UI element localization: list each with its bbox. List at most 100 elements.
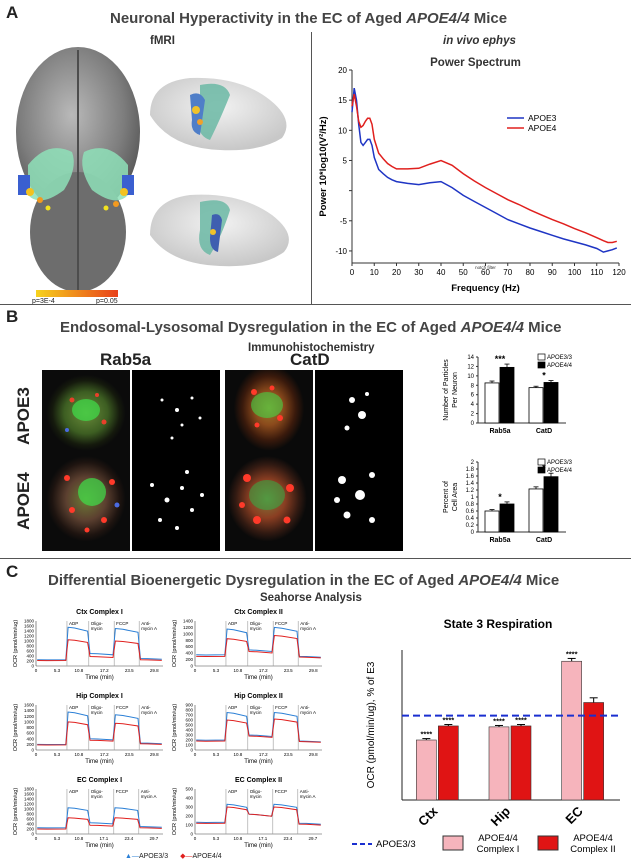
y-tick-label: 2 bbox=[471, 412, 475, 418]
y-tick-label: 800 bbox=[26, 644, 34, 649]
significance-marker: * bbox=[498, 492, 502, 502]
y-tick-label: 1000 bbox=[24, 807, 35, 812]
legend-swatch bbox=[537, 458, 546, 466]
y-tick-label: 10 bbox=[467, 374, 474, 380]
legend-label-apoe3: APOE3 bbox=[528, 113, 557, 123]
y-tick-label: 0.4 bbox=[466, 516, 475, 522]
y-tick-label: 15 bbox=[338, 96, 347, 105]
seahorse-title: Hip Complex II bbox=[234, 693, 283, 700]
x-tick-label: 0 bbox=[35, 752, 38, 757]
trace-apoe44 bbox=[196, 806, 321, 826]
y-axis-label: OCR (pmol/min/ug) bbox=[13, 620, 19, 668]
injection-label: FCCP bbox=[116, 621, 128, 626]
significance-marker: **** bbox=[442, 716, 454, 725]
bar-catd-apoe44 bbox=[543, 476, 559, 533]
panel-c-title: Differential Bioenergetic Dysregulation … bbox=[48, 572, 560, 589]
y-tick-label: 1.6 bbox=[466, 474, 475, 480]
injection-label: ADP bbox=[228, 621, 237, 626]
y-tick-label: 800 bbox=[185, 638, 193, 643]
x-tick-label: 0 bbox=[35, 836, 38, 841]
y-tick-label: 400 bbox=[185, 651, 193, 656]
y-tick-label: 1400 bbox=[183, 619, 194, 624]
x-axis-label: Time (min) bbox=[85, 843, 113, 849]
bar-rab5a-apoe33 bbox=[484, 510, 500, 533]
bar-rab5a-apoe44 bbox=[499, 503, 515, 533]
legend-label: APOE4/4 bbox=[547, 468, 573, 474]
legend-apoe33: ▲—APOE3/3 bbox=[125, 852, 169, 860]
y-tick-label: 400 bbox=[26, 736, 34, 741]
x-tick-label: 40 bbox=[437, 268, 446, 277]
bar-ctx-complex-ii bbox=[438, 725, 459, 801]
ephys-title: in vivo ephys bbox=[443, 35, 516, 47]
x-tick-label: EC bbox=[562, 803, 586, 827]
y-tick-label: 400 bbox=[26, 822, 34, 827]
x-tick-label: 23.5 bbox=[284, 752, 293, 757]
trace-apoe44 bbox=[196, 718, 321, 743]
y-tick-label: 800 bbox=[26, 812, 34, 817]
trace-apoe44 bbox=[196, 634, 321, 659]
y-tick-label: 0 bbox=[471, 421, 475, 427]
x-tick-label: 80 bbox=[526, 268, 535, 277]
trace-apoe33 bbox=[196, 626, 321, 658]
y-tick-label: 1200 bbox=[24, 802, 35, 807]
y-tick-label: 900 bbox=[185, 703, 193, 708]
bar-catd-apoe44 bbox=[543, 382, 559, 424]
apoe4-row-label: APOE4 bbox=[14, 472, 33, 530]
y-axis-label: Power 10*log10(V²/Hz) bbox=[318, 116, 329, 216]
trace-apoe33 bbox=[196, 803, 321, 825]
injection-label: Oligo-mycin bbox=[91, 621, 104, 631]
legend-label: APOE3/3 bbox=[547, 355, 573, 361]
power-spectrum-title: Power Spectrum bbox=[430, 57, 521, 69]
injection-label: Oligo-mycin bbox=[250, 705, 263, 715]
x-tick-label: 10.8 bbox=[233, 752, 242, 757]
legend-label: APOE4/4 bbox=[547, 363, 573, 369]
y-tick-label: 1000 bbox=[24, 719, 35, 724]
legend-swatch bbox=[537, 353, 546, 361]
significance-marker: **** bbox=[515, 716, 527, 725]
fmri-brain-illustration bbox=[16, 47, 289, 292]
x-tick-label: 120 bbox=[612, 268, 626, 277]
y-tick-label: 1400 bbox=[24, 708, 35, 713]
x-tick-label: 60 bbox=[481, 268, 490, 277]
x-axis-label: Time (min) bbox=[85, 759, 113, 765]
legend-swatch bbox=[537, 361, 546, 369]
injection-label: Anti-mycin A bbox=[300, 789, 316, 799]
x-tick-label: 23.5 bbox=[125, 752, 134, 757]
bar-ec-complex-i bbox=[561, 660, 582, 801]
x-tick-label: Rab5a bbox=[489, 428, 510, 435]
y-tick-label: 0 bbox=[31, 748, 34, 753]
x-tick-label: 29.7 bbox=[149, 836, 158, 841]
x-tick-label: 29.8 bbox=[150, 752, 159, 757]
seahorse-title: EC Complex I bbox=[77, 777, 122, 784]
catd-column-label: CatD bbox=[290, 350, 330, 369]
series-line-apoe3 bbox=[351, 87, 618, 253]
x-tick-label: 23.5 bbox=[125, 668, 134, 673]
legend-label-complex-i: APOE4/4 Complex I bbox=[477, 833, 520, 855]
seahorse-title: Hip Complex I bbox=[76, 693, 123, 700]
x-axis-label: Time (min) bbox=[244, 843, 272, 849]
x-tick-label: 30 bbox=[414, 268, 423, 277]
x-tick-label: 23.4 bbox=[124, 836, 133, 841]
fmri-title: fMRI bbox=[150, 35, 175, 47]
injection-label: FCCP bbox=[116, 789, 128, 794]
significance-marker: **** bbox=[566, 649, 578, 658]
colorbar-high-label: p=0.05 bbox=[96, 298, 118, 305]
y-tick-label: 200 bbox=[26, 659, 34, 664]
seahorse-legend: ▲—APOE3/3 ◆—APOE4/4 bbox=[125, 852, 222, 861]
y-axis-label: OCR (pmol/min/ug) bbox=[172, 620, 178, 668]
y-tick-label: 1600 bbox=[24, 792, 35, 797]
panel-b-title: Endosomal-Lysosomal Dysregulation in the… bbox=[60, 319, 562, 336]
lateral-brain-view-bottom bbox=[150, 194, 289, 267]
panel-a-b-separator bbox=[0, 304, 631, 305]
x-tick-label: 0 bbox=[194, 668, 197, 673]
y-tick-label: 1600 bbox=[24, 703, 35, 708]
y-tick-label: 1800 bbox=[24, 787, 35, 792]
y-tick-label: 600 bbox=[26, 731, 34, 736]
trace-apoe44 bbox=[37, 817, 162, 830]
bar-hip-complex-ii bbox=[510, 725, 532, 801]
y-tick-label: 0.2 bbox=[466, 523, 475, 529]
y-tick-label: 0.6 bbox=[466, 509, 475, 515]
significance-marker: * bbox=[542, 371, 546, 381]
seahorse-title: Ctx Complex II bbox=[234, 609, 283, 616]
x-tick-label: Hip bbox=[488, 803, 513, 828]
